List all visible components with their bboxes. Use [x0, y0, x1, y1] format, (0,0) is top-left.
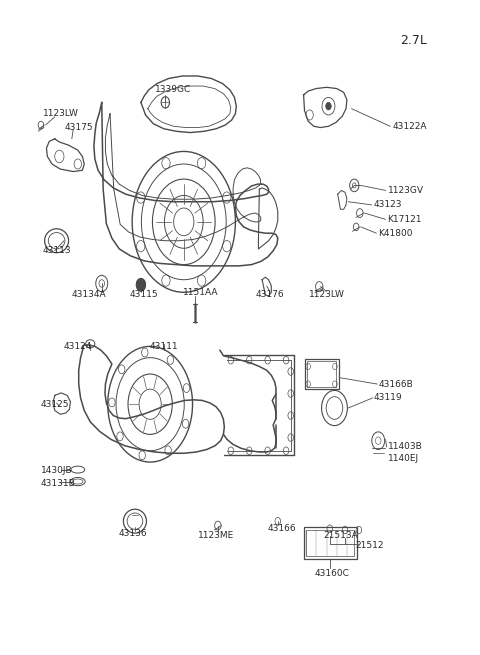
Bar	[306, 530, 354, 556]
Text: 1151AA: 1151AA	[183, 288, 218, 297]
Text: 43166B: 43166B	[378, 380, 413, 388]
Text: 43124: 43124	[64, 342, 92, 351]
Text: 43119: 43119	[373, 394, 402, 402]
Text: 43175: 43175	[65, 123, 94, 132]
Text: K41800: K41800	[378, 229, 413, 238]
Bar	[304, 359, 339, 389]
Text: 1123LW: 1123LW	[309, 290, 345, 299]
Text: 43134A: 43134A	[72, 290, 106, 299]
Text: 43125: 43125	[41, 400, 70, 409]
Text: 43122A: 43122A	[392, 122, 427, 131]
Text: 2.7L: 2.7L	[400, 33, 427, 47]
Circle shape	[326, 102, 331, 110]
Text: 1140EJ: 1140EJ	[387, 454, 419, 463]
Text: 43111: 43111	[150, 342, 178, 351]
Text: 43176: 43176	[256, 290, 284, 299]
Bar	[307, 362, 336, 386]
Text: 43136: 43136	[119, 529, 147, 538]
Text: K17121: K17121	[387, 215, 422, 224]
Text: 11403B: 11403B	[387, 443, 422, 451]
Text: 43160C: 43160C	[315, 569, 349, 578]
Bar	[303, 527, 357, 559]
Text: 43115: 43115	[130, 290, 158, 299]
Text: 21513A: 21513A	[323, 531, 358, 540]
Text: 21512: 21512	[356, 541, 384, 550]
Text: 1123ME: 1123ME	[198, 531, 234, 540]
Text: 43113: 43113	[43, 246, 72, 255]
Text: 1430JB: 1430JB	[41, 466, 72, 476]
Circle shape	[136, 278, 145, 291]
Text: 43123: 43123	[373, 200, 402, 210]
Text: 1339GC: 1339GC	[155, 85, 192, 94]
Text: 43166: 43166	[267, 524, 296, 533]
Text: 1123GV: 1123GV	[387, 186, 423, 195]
Text: 43131B: 43131B	[41, 479, 76, 488]
Text: 1123LW: 1123LW	[43, 109, 79, 118]
